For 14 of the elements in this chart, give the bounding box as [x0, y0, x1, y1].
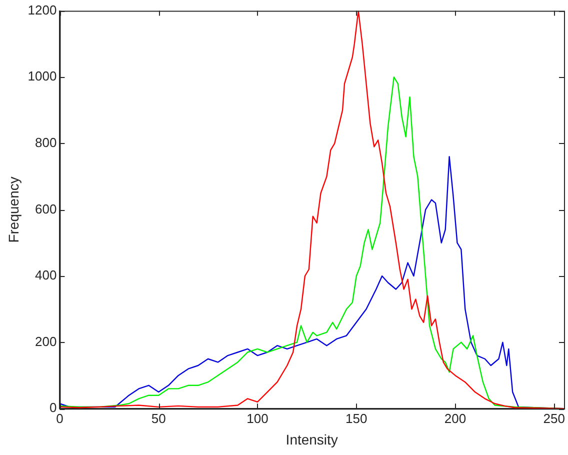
y-tick-label: 1000 [28, 68, 57, 84]
y-tick-label: 400 [35, 268, 57, 283]
y-tick-label: 0 [49, 400, 57, 416]
x-tick-label: 50 [151, 410, 166, 426]
y-tick-label: 1200 [28, 2, 57, 18]
x-tick-label: 250 [543, 410, 565, 426]
x-axis-title: Intensity [286, 431, 338, 448]
y-tick-label: 600 [35, 201, 57, 216]
y-tick-label: 800 [35, 134, 57, 150]
x-tick-label: 100 [246, 410, 268, 426]
y-tick-label: 200 [35, 334, 57, 349]
x-tick-label: 150 [346, 410, 368, 426]
x-tick-label: 200 [444, 410, 466, 426]
y-axis-title: Frequency [5, 176, 22, 243]
